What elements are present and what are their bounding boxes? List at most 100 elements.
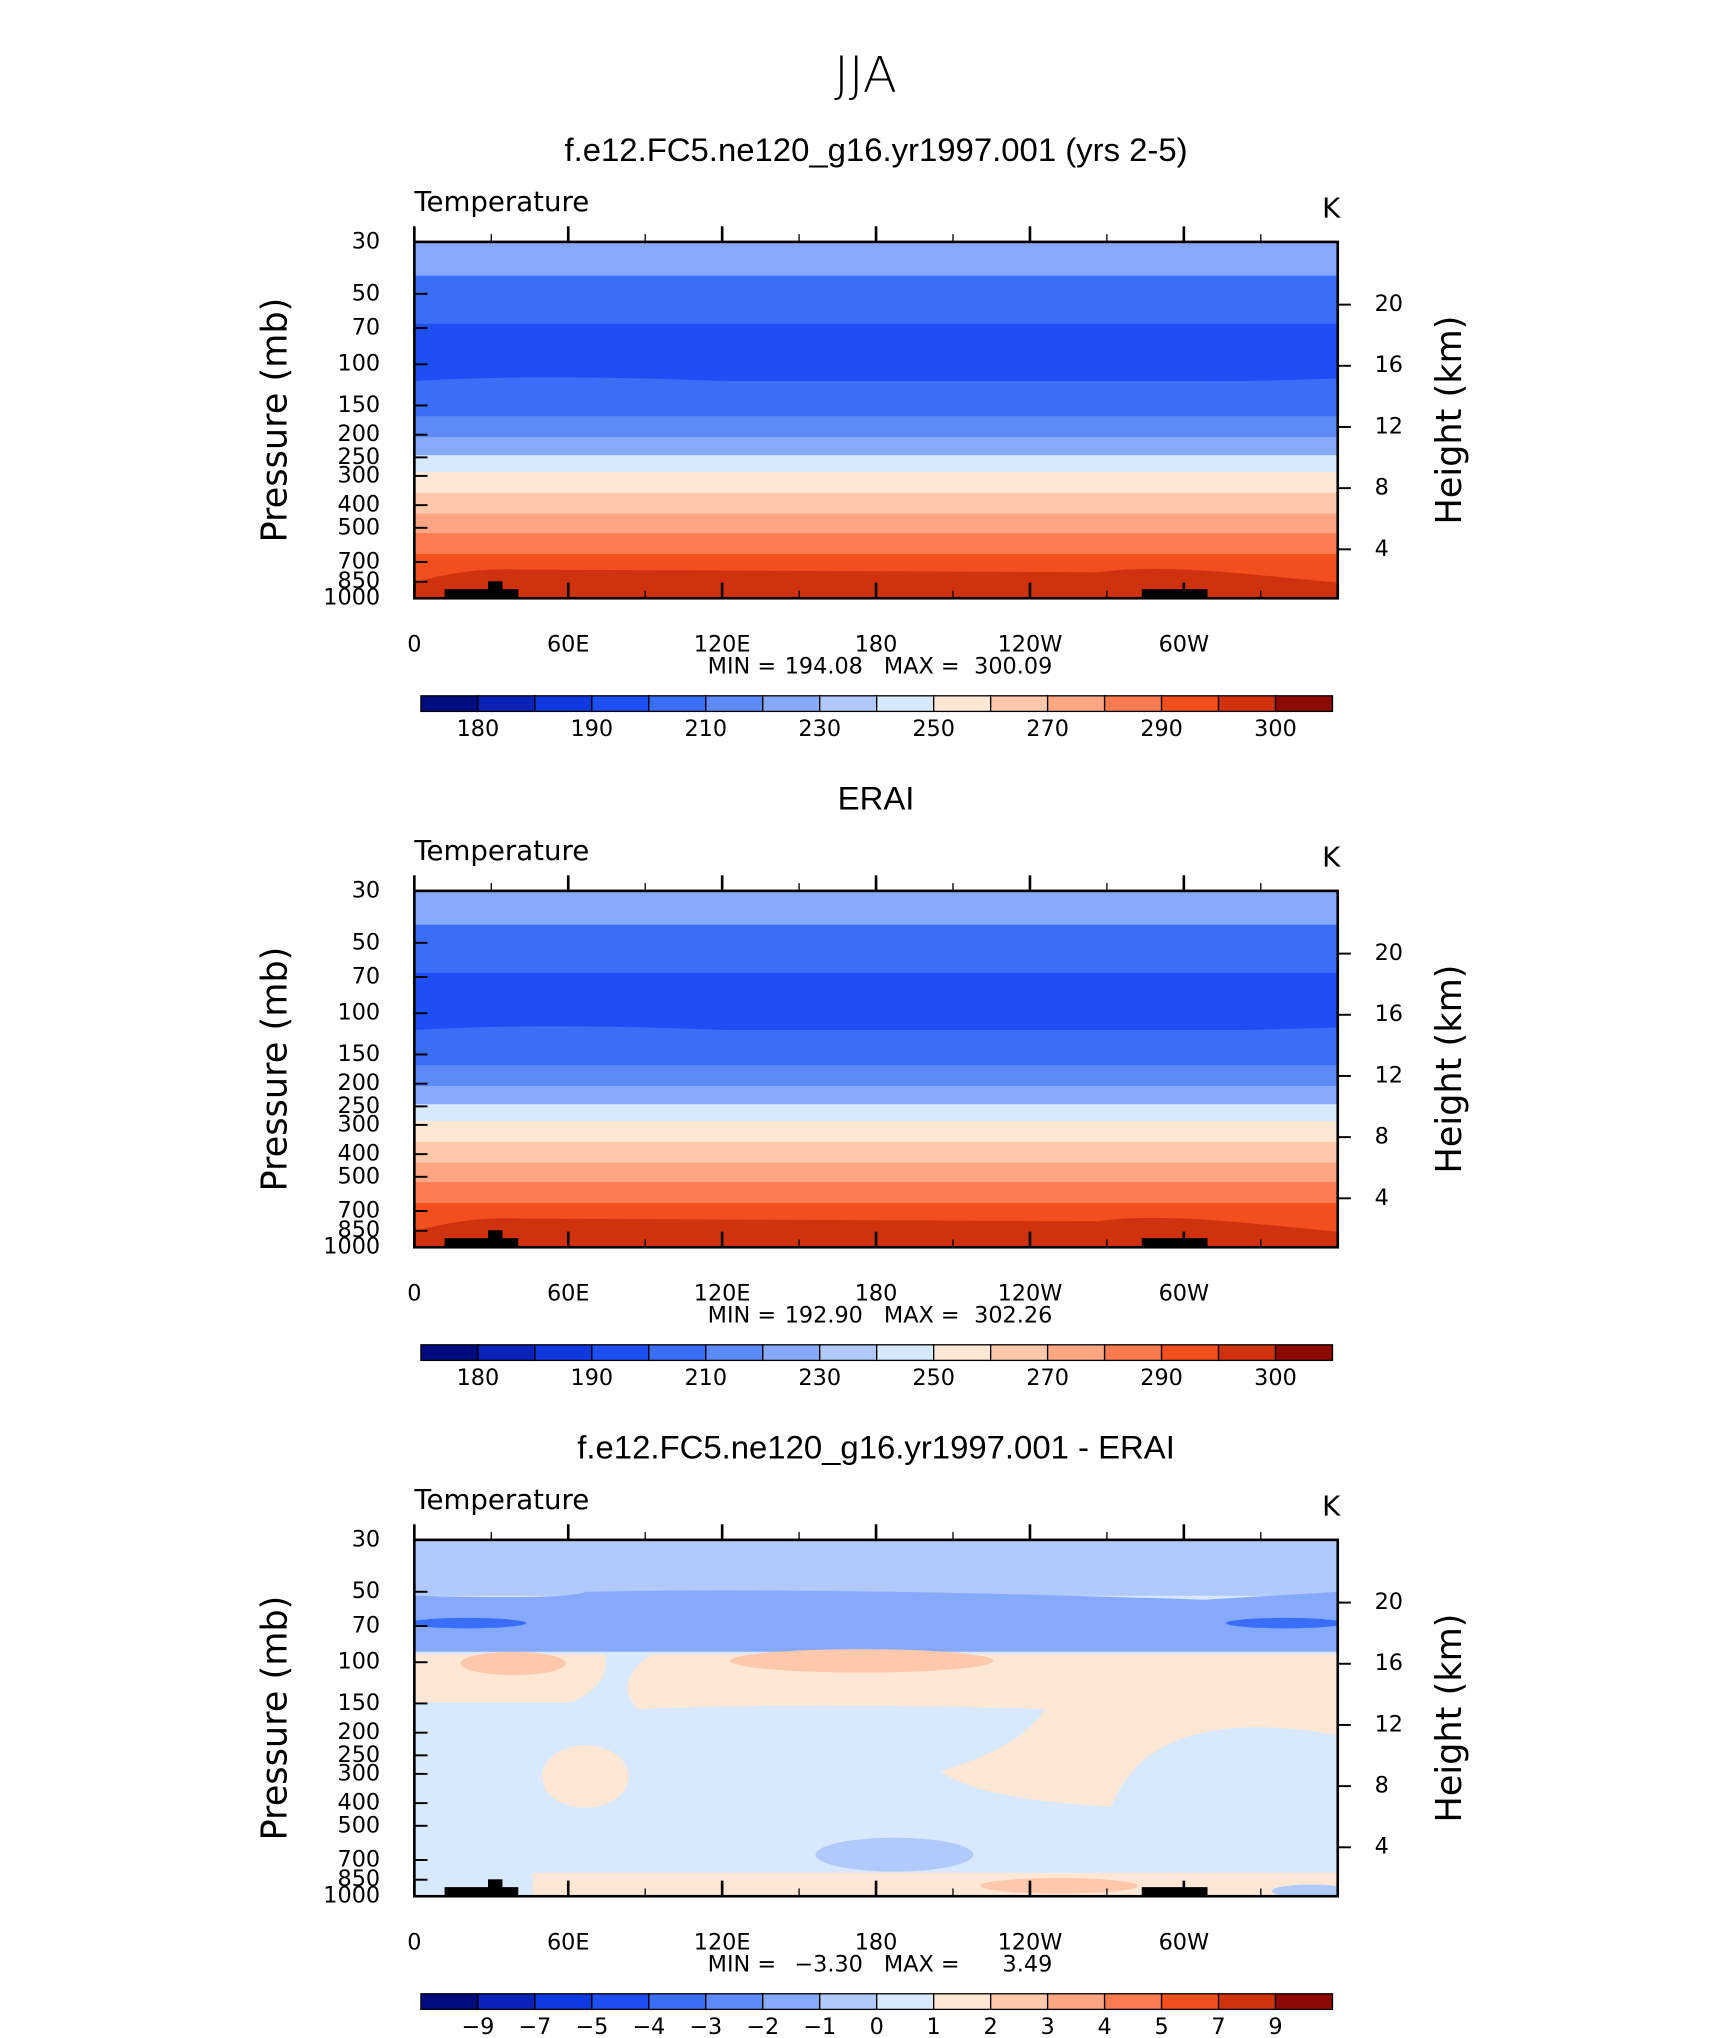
terrain [488,1230,503,1241]
y-tick-label: 300 [337,1760,380,1786]
y-tick-label: 400 [337,492,380,518]
colorbar-box [933,695,992,713]
y-tick-label: 850 [337,1217,380,1243]
x-tick-label: 60E [547,1930,590,1956]
colorbar-box [420,1993,479,2011]
max-label: MAX = [884,1303,960,1329]
contour-band [414,1539,1338,1596]
colorbar-box [762,1993,821,2011]
contour-band [414,377,1338,388]
colorbar-box [534,1344,593,1362]
contour-band [815,1837,974,1872]
max-label: MAX = [884,1952,960,1978]
y-tick-label: 400 [337,1790,380,1816]
y-tick-label: 150 [337,1041,380,1067]
y-tick-label: 1000 [323,1883,380,1909]
y-tick-label: 100 [337,1649,380,1675]
contour-band [414,416,1338,438]
x-tick-label: 0 [407,632,421,658]
y-tick-label: 500 [337,1163,380,1189]
y-tick-label: 50 [352,929,380,955]
y-tick-label: 500 [337,514,380,540]
contour-band [414,924,1338,974]
variable-label: Temperature [413,187,589,218]
colorbar-label: 5 [1154,2014,1168,2038]
colorbar-box [989,1993,1049,2011]
y-tick-label: 30 [352,228,380,254]
contour-band [1225,1617,1338,1629]
colorbar-label: 0 [870,2014,884,2038]
colorbar-box [705,695,764,713]
colorbar-label: 300 [1254,716,1297,742]
min-label: MIN = [708,1303,776,1329]
units-label: K [1322,842,1341,873]
y2-tick-label: 8 [1375,475,1389,501]
colorbar-label: 190 [571,716,614,742]
colorbar-label: 300 [1254,1365,1297,1391]
y-tick-label: 100 [337,351,380,377]
y2-tick-label: 8 [1375,1124,1389,1150]
terrain [444,1238,519,1248]
terrain [488,581,503,592]
contour-band [414,241,1338,277]
y2-axis-label: Height (km) [1429,316,1470,525]
colorbar-box [648,1993,707,2011]
y2-tick-label: 20 [1375,1589,1403,1615]
colorbar-box [819,1344,878,1362]
x-tick-label: 120E [694,1930,751,1956]
colorbar-box [591,1993,650,2011]
y2-tick-label: 12 [1375,414,1403,440]
x-tick-label: 180 [855,1281,898,1307]
colorbar-box [705,1993,764,2011]
min-value: −3.30 [794,1952,862,1978]
y-axis-label: Pressure (mb) [254,298,295,543]
contour-band [414,1617,527,1629]
min-value: 192.90 [785,1303,863,1329]
y-tick-label: 700 [337,1847,380,1873]
colorbar-label: 180 [457,1365,500,1391]
max-value: 3.49 [1003,1952,1053,1978]
y-tick-label: 70 [352,315,380,341]
panel-title: f.e12.FC5.ne120_g16.yr1997.001 - ERAI [577,1429,1175,1466]
colorbar-box [876,695,935,713]
colorbar-box [477,1344,536,1362]
colorbar-box [534,1993,593,2011]
contour-band [414,1162,1338,1183]
colorbar-box [989,1344,1049,1362]
colorbar-box [591,695,650,713]
colorbar-box [420,695,479,713]
contour-band [414,1026,1338,1037]
y2-tick-label: 8 [1375,1773,1389,1799]
y-tick-label: 30 [352,877,380,903]
y-tick-label: 70 [352,1613,380,1639]
contour-band [414,323,1338,382]
contour-band [414,1182,1338,1204]
colorbar-label: −7 [518,2014,551,2038]
y-tick-label: 150 [337,1690,380,1716]
colorbar-box [1217,1344,1277,1362]
x-tick-label: 120E [694,1281,751,1307]
contour-band [414,513,1338,534]
contour-band [532,1872,1338,1897]
colorbar-label: 230 [798,716,841,742]
colorbar-box [933,1344,992,1362]
y2-tick-label: 16 [1375,1650,1403,1676]
x-tick-label: 0 [407,1930,421,1956]
contour-band [414,1085,1338,1105]
variable-label: Temperature [413,1485,589,1516]
colorbar-box [648,695,707,713]
colorbar-label: 290 [1140,1365,1183,1391]
colorbar-box [1046,1344,1106,1362]
colorbar-label: 250 [912,1365,955,1391]
y2-tick-label: 4 [1375,1185,1389,1211]
colorbar-box [1046,695,1106,713]
y2-tick-label: 12 [1375,1063,1403,1089]
y2-tick-label: 20 [1375,940,1403,966]
colorbar-box [1274,1993,1334,2011]
y-tick-label: 70 [352,964,380,990]
colorbar-box [1046,1993,1106,2011]
contour-band [414,1590,1338,1652]
x-tick-label: 180 [855,1930,898,1956]
y-tick-label: 100 [337,1000,380,1026]
